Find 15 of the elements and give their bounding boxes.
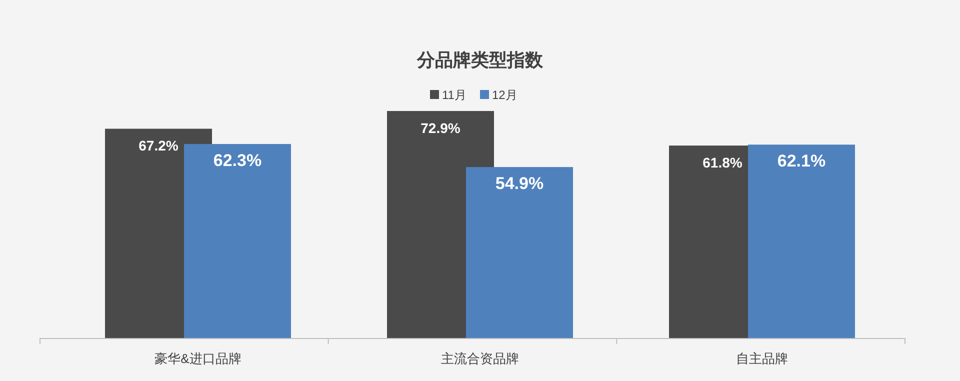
bar	[466, 167, 573, 338]
x-tick-label: 豪华&进口品牌	[154, 351, 242, 366]
data-label: 62.1%	[777, 152, 826, 171]
data-label: 54.9%	[495, 174, 544, 194]
bar	[748, 144, 855, 338]
x-tick-label: 主流合资品牌	[441, 351, 519, 366]
bar	[184, 144, 291, 338]
legend-label: 11月	[442, 88, 466, 102]
legend-label: 12月	[492, 88, 518, 102]
data-label: 62.3%	[213, 151, 262, 170]
data-label: 67.2%	[138, 138, 179, 154]
x-tick-label: 自主品牌	[736, 351, 788, 366]
chart-title: 分品牌类型指数	[416, 50, 544, 70]
data-label: 72.9%	[420, 120, 461, 136]
data-label: 61.8%	[702, 154, 743, 171]
